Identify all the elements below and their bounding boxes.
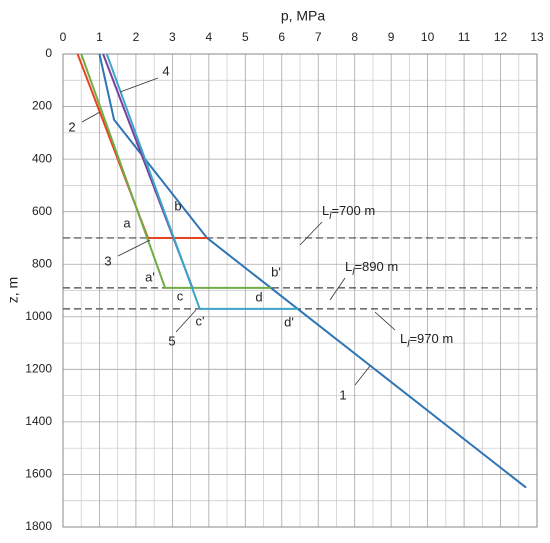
y-tick-label: 400	[32, 151, 52, 165]
level-label-sub: l	[352, 267, 355, 278]
leader-line	[354, 365, 371, 386]
y-tick-label: 1200	[25, 362, 52, 376]
level-label-main: L	[345, 259, 352, 274]
x-tick-label: 1	[96, 30, 103, 44]
x-tick-label: 9	[388, 30, 395, 44]
x-tick-label: 10	[421, 30, 435, 44]
plot-frame	[62, 53, 538, 528]
level-label-rest: =970 m	[409, 331, 453, 346]
y-tick-label: 1800	[25, 519, 52, 533]
y-tick-label: 800	[32, 256, 52, 270]
x-axis-title: p, MPa	[281, 8, 326, 24]
y-tick-label: 1400	[25, 414, 52, 428]
leader-line	[175, 309, 197, 333]
series-line	[105, 53, 299, 310]
x-tick-label: 11	[458, 30, 471, 44]
point-label: c'	[196, 313, 205, 328]
y-tick-label: 1000	[25, 309, 52, 323]
leader-line	[374, 311, 396, 331]
level-label-sub: l	[329, 211, 332, 222]
y-axis-title: z, m	[5, 277, 21, 303]
series-label: 5	[168, 333, 175, 348]
level-label-sub: l	[407, 339, 410, 350]
point-label: a	[123, 215, 131, 230]
series-label: 4	[162, 63, 169, 78]
leader-line	[329, 277, 346, 301]
level-label: Ll=700 m	[322, 203, 375, 221]
x-tick-label: 6	[278, 30, 285, 44]
level-label-main: L	[400, 331, 407, 346]
point-label: d'	[284, 314, 294, 329]
level-label-rest: =700 m	[331, 203, 375, 218]
x-tick-label: 3	[169, 30, 176, 44]
series-label: 2	[68, 119, 75, 134]
x-tick-label: 2	[133, 30, 140, 44]
leader-line	[117, 239, 151, 257]
series-label: 1	[339, 387, 346, 402]
point-label: b'	[271, 264, 281, 279]
leader-line	[81, 111, 101, 123]
level-label: Ll=890 m	[345, 259, 398, 277]
y-tick-label: 200	[32, 99, 52, 113]
point-label: d	[255, 289, 262, 304]
level-label: Ll=970 m	[400, 331, 453, 349]
series-label: 3	[104, 253, 111, 268]
point-label: a'	[145, 269, 155, 284]
level-label-rest: =890 m	[354, 259, 398, 274]
x-tick-label: 4	[206, 30, 213, 44]
x-tick-label: 7	[315, 30, 322, 44]
y-tick-label: 600	[32, 204, 52, 218]
series-line	[80, 53, 271, 289]
leader-line	[299, 221, 323, 246]
series-line	[98, 53, 527, 489]
y-tick-label: 0	[45, 46, 52, 60]
x-tick-label: 8	[351, 30, 358, 44]
point-label: c	[177, 288, 184, 303]
x-tick-label: 5	[242, 30, 249, 44]
point-label: b	[174, 198, 181, 213]
x-tick-label: 13	[530, 30, 544, 44]
level-label-main: L	[322, 203, 329, 218]
leader-line	[119, 77, 159, 93]
x-tick-label: 0	[60, 30, 67, 44]
y-tick-label: 1600	[25, 467, 52, 481]
x-tick-label: 12	[494, 30, 508, 44]
